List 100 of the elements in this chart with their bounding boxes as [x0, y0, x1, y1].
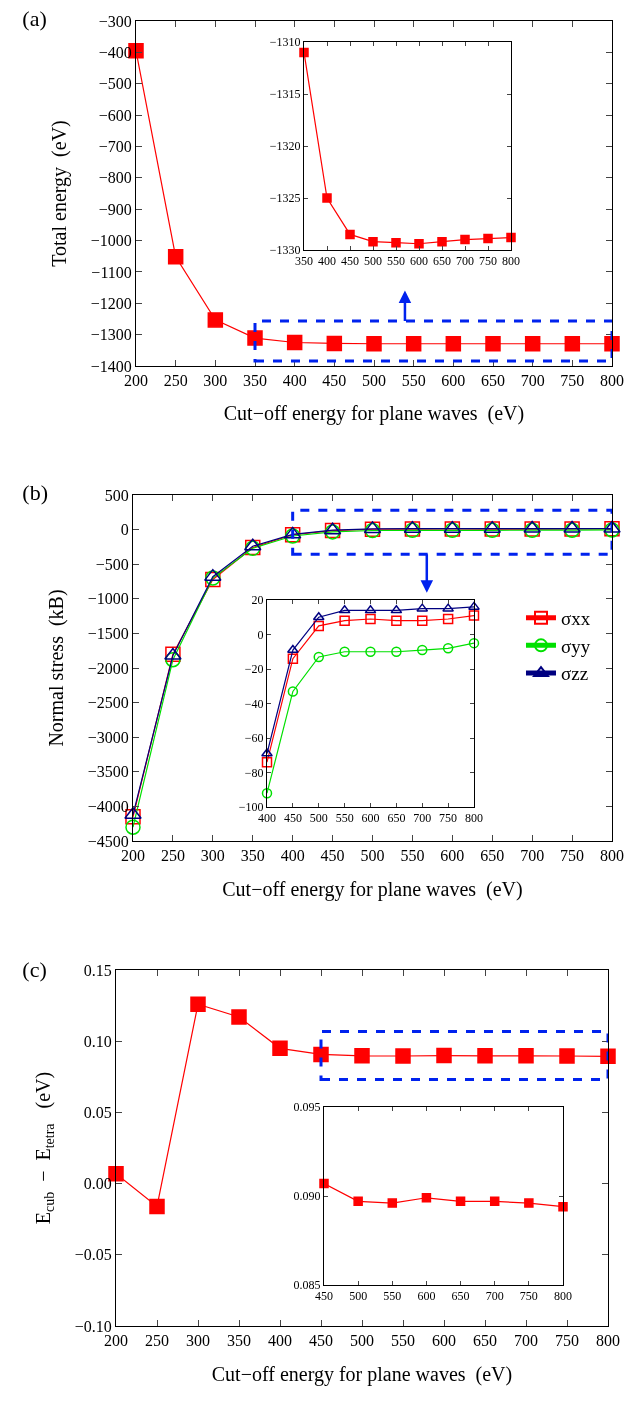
x-tick-label: 750	[439, 811, 458, 826]
x-tick-label: 400	[280, 847, 305, 865]
y-tick-label: −3500	[87, 763, 129, 781]
y-tick-label: 0.00	[83, 1175, 112, 1193]
point	[445, 335, 462, 352]
point	[485, 335, 501, 352]
x-tick-label: 300	[203, 372, 228, 390]
point	[468, 637, 480, 649]
point	[518, 1048, 534, 1064]
y-axis-title: Total energy (eV)	[48, 120, 72, 267]
point	[524, 335, 541, 352]
x-tick-label: 450	[320, 847, 345, 865]
point	[391, 646, 402, 657]
x-tick-label: 650	[433, 254, 451, 269]
point	[563, 520, 581, 533]
point	[524, 1198, 534, 1208]
point	[313, 651, 324, 663]
point	[477, 1048, 493, 1064]
point	[272, 1040, 288, 1057]
legend-label: σzz	[560, 663, 589, 685]
point	[603, 520, 621, 533]
point	[523, 520, 541, 533]
y-tick-label: 0	[257, 627, 264, 642]
chart-title: (a)	[22, 6, 47, 32]
x-tick-label: 250	[145, 1332, 169, 1350]
legend-label: σxx	[560, 608, 591, 630]
x-tick-label: 600	[441, 372, 466, 390]
point	[365, 646, 376, 657]
x-tick-label: 400	[268, 1332, 292, 1350]
point	[167, 249, 184, 265]
point	[339, 646, 350, 657]
y-tick-label: 0.095	[293, 1100, 321, 1115]
point	[286, 644, 299, 654]
x-tick-label: 750	[560, 847, 585, 865]
point	[442, 643, 454, 654]
point	[354, 1048, 370, 1064]
point	[313, 620, 324, 632]
point	[558, 1201, 568, 1212]
x-tick-label: 500	[349, 1289, 368, 1304]
x-tick-label: 750	[479, 254, 497, 269]
point	[600, 1048, 616, 1065]
point	[436, 1047, 452, 1064]
y-tick-label: −4000	[87, 798, 129, 815]
x-tick-label: 750	[560, 372, 585, 390]
x-tick-label: 450	[341, 254, 359, 269]
x-axis-title: Cut−off energy for plane waves (eV)	[211, 1362, 513, 1386]
point	[207, 312, 224, 328]
x-tick-label: 750	[519, 1289, 538, 1304]
y-tick-label: −1200	[90, 294, 132, 312]
y-tick-label: −1300	[90, 326, 132, 344]
chart-title: (c)	[22, 957, 47, 982]
point	[287, 653, 299, 664]
x-tick-label: 800	[596, 1332, 620, 1350]
x-tick-label: 400	[282, 372, 307, 390]
point	[506, 232, 516, 243]
point	[353, 1196, 363, 1207]
legend-label: σyy	[560, 635, 591, 657]
x-tick-label: 800	[502, 254, 520, 269]
point	[345, 229, 355, 240]
point	[125, 819, 141, 835]
point	[319, 1178, 329, 1189]
x-tick-label: 250	[163, 372, 188, 390]
point	[391, 615, 402, 626]
x-tick-label: 650	[480, 847, 505, 865]
x-tick-label: 350	[243, 372, 267, 390]
point	[261, 748, 273, 757]
chart-title: (b)	[22, 479, 48, 505]
point	[149, 1198, 165, 1215]
y-tick-label: −1320	[269, 139, 301, 154]
point	[395, 1048, 411, 1064]
point	[339, 615, 350, 626]
x-tick-label: 600	[432, 1332, 456, 1350]
y-tick-label: 500	[104, 486, 129, 504]
point	[468, 610, 480, 621]
x-tick-label: 350	[227, 1332, 251, 1350]
point	[421, 1193, 432, 1203]
x-tick-label: 550	[401, 372, 426, 390]
x-tick-label: 350	[240, 847, 265, 865]
point	[442, 613, 454, 625]
y-tick-label: −1400	[90, 357, 132, 375]
x-tick-label: 600	[417, 1289, 436, 1304]
x-tick-label: 650	[387, 811, 406, 826]
point	[365, 613, 376, 625]
y-tick-label: −1325	[269, 191, 301, 206]
point	[261, 787, 273, 799]
point	[261, 756, 273, 768]
point	[247, 330, 263, 346]
x-tick-label: 400	[318, 254, 336, 269]
x-tick-label: 200	[124, 372, 148, 390]
x-tick-label: 600	[410, 254, 428, 269]
x-tick-label: 650	[473, 1332, 497, 1350]
point	[286, 334, 303, 351]
point	[391, 237, 401, 248]
x-tick-label: 450	[283, 811, 302, 826]
y-tick-label: −0.05	[74, 1246, 112, 1264]
x-tick-label: 800	[465, 811, 483, 826]
y-tick-label: −1500	[87, 625, 129, 642]
point	[366, 335, 382, 352]
y-tick-label: −2000	[87, 659, 129, 677]
point	[368, 236, 378, 247]
